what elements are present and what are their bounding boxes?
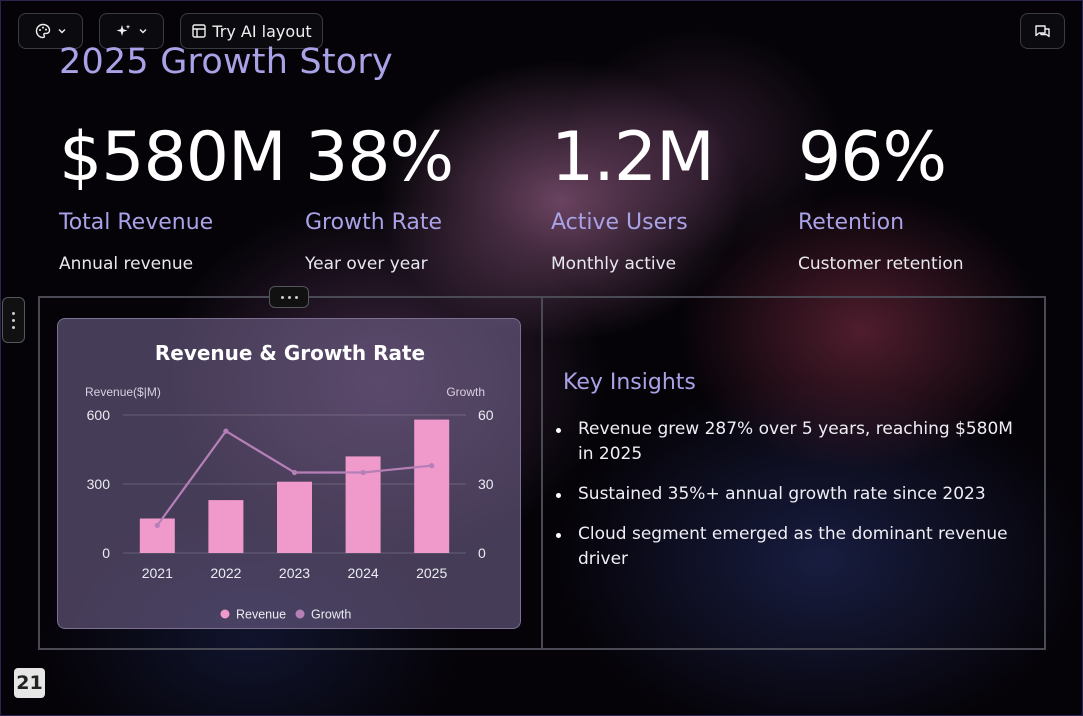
stat-value: $580M — [59, 118, 287, 197]
block-drag-handle[interactable] — [269, 286, 309, 308]
try-ai-layout-label: Try AI layout — [212, 21, 312, 41]
insights-list: Revenue grew 287% over 5 years, reaching… — [556, 417, 1033, 572]
comment-icon — [1035, 24, 1050, 37]
stat-label: Growth Rate — [305, 210, 443, 235]
y-axis-label: Revenue($|M) — [85, 385, 161, 399]
ai-menu-button[interactable] — [99, 13, 164, 49]
legend-marker-growth — [295, 609, 305, 619]
chevron-down-icon — [139, 29, 147, 34]
x-tick-label: 2024 — [348, 565, 379, 581]
x-tick-label: 2023 — [279, 565, 310, 581]
stat-value: 96% — [798, 118, 947, 197]
palette-icon — [35, 23, 50, 39]
page-number-badge[interactable]: 21 — [14, 668, 45, 698]
stat-subtext: Year over year — [305, 254, 428, 274]
chart-title: Revenue & Growth Rate — [155, 341, 425, 365]
growth-point — [154, 522, 160, 528]
list-item: Sustained 35%+ annual growth rate since … — [556, 482, 1033, 507]
list-item: Cloud segment emerged as the dominant re… — [556, 522, 1033, 572]
growth-point — [360, 469, 366, 476]
stat-retention[interactable]: 96% Retention Customer retention — [798, 118, 964, 274]
y2-tick-label: 0 — [478, 545, 486, 561]
theme-menu-button[interactable] — [18, 13, 83, 49]
stat-subtext: Annual revenue — [59, 254, 194, 274]
x-tick-label: 2025 — [416, 565, 447, 581]
insights-title: Key Insights — [563, 370, 696, 395]
chart-card[interactable]: Revenue & Growth Rate Revenue($|M) Growth 0… — [57, 318, 521, 629]
growth-point — [291, 469, 298, 476]
legend-label-growth: Growth — [311, 608, 351, 622]
stat-label: Active Users — [551, 210, 688, 235]
stat-value: 1.2M — [551, 118, 715, 197]
growth-point — [223, 428, 229, 434]
stat-growth-rate[interactable]: 38% Growth Rate Year over year — [305, 118, 454, 274]
legend-label-revenue: Revenue — [236, 608, 286, 622]
y-tick-label: 300 — [87, 476, 111, 492]
legend-marker-revenue — [220, 609, 230, 619]
y2-axis-label: Growth — [446, 385, 485, 399]
list-item: Revenue grew 287% over 5 years, reaching… — [556, 417, 1033, 467]
bar — [414, 419, 450, 553]
growth-point — [429, 463, 435, 469]
y-tick-label: 600 — [87, 407, 111, 423]
sparkle-icon — [116, 24, 131, 36]
y2-tick-label: 30 — [478, 476, 494, 492]
stat-total-revenue[interactable]: $580M Total Revenue Annual revenue — [59, 118, 287, 274]
side-drag-handle[interactable] — [2, 297, 25, 343]
y2-tick-label: 60 — [478, 407, 494, 423]
y-tick-label: 0 — [102, 545, 110, 561]
bar — [208, 500, 244, 553]
key-insights[interactable]: Key Insights Revenue grew 287% over 5 ye… — [556, 370, 1033, 587]
revenue-growth-chart: Revenue & Growth Rate Revenue($|M) Growth 0… — [85, 341, 494, 622]
stat-label: Total Revenue — [59, 210, 214, 235]
try-ai-layout-button[interactable]: Try AI layout — [180, 13, 323, 49]
column-divider[interactable] — [541, 296, 543, 650]
bar — [277, 481, 312, 553]
layout-icon — [192, 24, 207, 38]
stat-value: 38% — [305, 118, 454, 197]
x-tick-label: 2021 — [142, 565, 173, 581]
x-tick-label: 2022 — [210, 565, 241, 581]
stat-label: Retention — [798, 210, 905, 235]
chevron-down-icon — [58, 29, 65, 34]
slide-title[interactable]: 2025 Growth Story — [59, 42, 393, 82]
comments-button[interactable] — [1020, 13, 1065, 49]
stat-subtext: Monthly active — [551, 254, 677, 274]
stat-subtext: Customer retention — [798, 254, 964, 274]
stat-active-users[interactable]: 1.2M Active Users Monthly active — [551, 118, 715, 274]
